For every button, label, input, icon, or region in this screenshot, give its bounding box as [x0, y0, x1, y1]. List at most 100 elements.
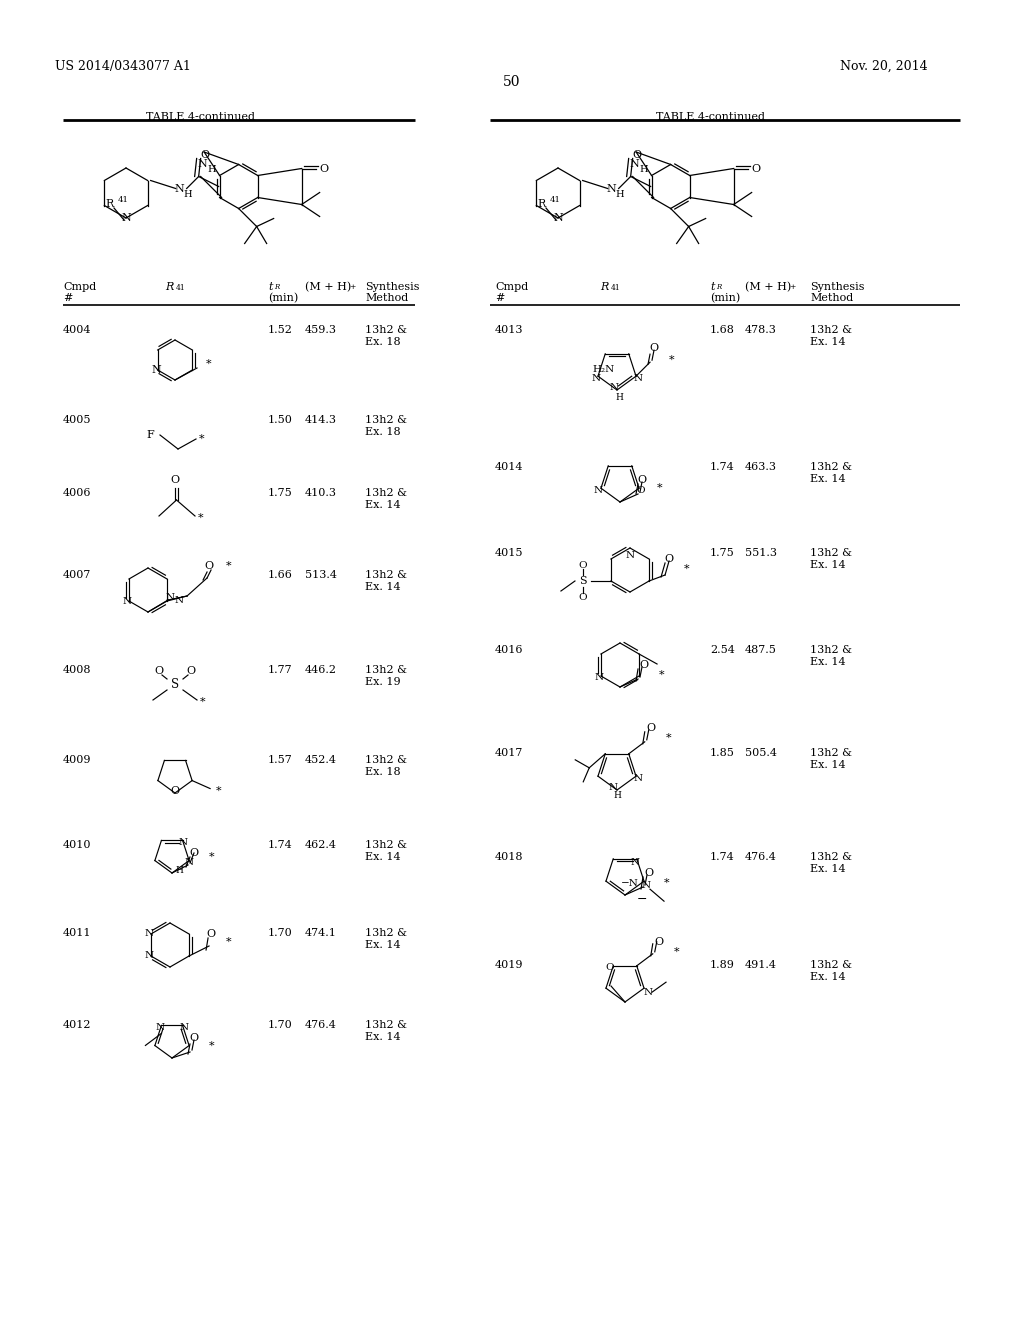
Text: *: *: [209, 1041, 215, 1051]
Text: 13h2 &
Ex. 14: 13h2 & Ex. 14: [365, 1020, 407, 1041]
Text: 41: 41: [611, 284, 621, 292]
Text: TABLE 4-continued: TABLE 4-continued: [145, 112, 255, 121]
Text: F: F: [146, 430, 154, 440]
Text: 505.4: 505.4: [745, 748, 777, 758]
Text: 414.3: 414.3: [305, 414, 337, 425]
Text: 13h2 &
Ex. 14: 13h2 & Ex. 14: [365, 570, 407, 591]
Text: *: *: [665, 878, 670, 888]
Text: O: O: [665, 554, 674, 564]
Text: 13h2 &
Ex. 14: 13h2 & Ex. 14: [365, 928, 407, 949]
Text: *: *: [666, 733, 672, 743]
Text: 1.89: 1.89: [710, 960, 735, 970]
Text: 13h2 &
Ex. 14: 13h2 & Ex. 14: [810, 748, 852, 770]
Text: R: R: [165, 282, 173, 292]
Text: O: O: [170, 785, 179, 796]
Text: N: N: [634, 374, 643, 383]
Text: 4019: 4019: [495, 960, 523, 970]
Text: Cmpd: Cmpd: [63, 282, 96, 292]
Text: 4015: 4015: [495, 548, 523, 558]
Text: 41: 41: [118, 195, 129, 205]
Text: 13h2 &
Ex. 14: 13h2 & Ex. 14: [810, 851, 852, 874]
Text: 1.85: 1.85: [710, 748, 735, 758]
Text: 13h2 &
Ex. 18: 13h2 & Ex. 18: [365, 325, 407, 347]
Text: O: O: [637, 475, 646, 484]
Text: O: O: [189, 1034, 199, 1043]
Text: (M + H): (M + H): [745, 282, 792, 292]
Text: O: O: [319, 164, 329, 173]
Text: N: N: [152, 366, 162, 375]
Text: O: O: [639, 660, 648, 671]
Text: t: t: [710, 282, 715, 292]
Text: 1.77: 1.77: [268, 665, 293, 675]
Text: 462.4: 462.4: [305, 840, 337, 850]
Text: S: S: [580, 576, 587, 586]
Text: H: H: [640, 165, 648, 173]
Text: 1.52: 1.52: [268, 325, 293, 335]
Text: (min): (min): [710, 293, 740, 304]
Text: N: N: [178, 838, 187, 847]
Text: *: *: [674, 946, 680, 957]
Text: R: R: [716, 282, 721, 290]
Text: Nov. 20, 2014: Nov. 20, 2014: [840, 59, 928, 73]
Text: N: N: [594, 486, 602, 495]
Text: 452.4: 452.4: [305, 755, 337, 766]
Text: N: N: [174, 597, 183, 605]
Text: 4018: 4018: [495, 851, 523, 862]
Text: 4012: 4012: [63, 1020, 91, 1030]
Text: N: N: [144, 952, 154, 961]
Text: 4010: 4010: [63, 840, 91, 850]
Text: N: N: [607, 183, 616, 194]
Text: Method: Method: [810, 293, 853, 304]
Text: 13h2 &
Ex. 18: 13h2 & Ex. 18: [365, 414, 407, 437]
Text: O: O: [207, 929, 216, 939]
Text: 446.2: 446.2: [305, 665, 337, 675]
Text: 1.50: 1.50: [268, 414, 293, 425]
Text: Synthesis: Synthesis: [365, 282, 420, 292]
Text: 476.4: 476.4: [745, 851, 777, 862]
Text: O: O: [205, 561, 214, 572]
Text: H: H: [615, 393, 623, 403]
Text: 1.68: 1.68: [710, 325, 735, 335]
Text: *: *: [659, 671, 665, 680]
Text: 513.4: 513.4: [305, 570, 337, 579]
Text: O: O: [155, 667, 164, 676]
Text: 1.74: 1.74: [268, 840, 293, 850]
Text: 4005: 4005: [63, 414, 91, 425]
Text: O: O: [644, 869, 653, 878]
Text: *: *: [209, 851, 215, 862]
Text: H: H: [183, 190, 191, 199]
Text: O: O: [654, 937, 664, 946]
Text: O: O: [200, 150, 209, 161]
Text: 13h2 &
Ex. 14: 13h2 & Ex. 14: [810, 548, 852, 570]
Text: 491.4: 491.4: [745, 960, 777, 970]
Text: O: O: [751, 164, 760, 173]
Text: R: R: [538, 199, 546, 209]
Text: *: *: [215, 785, 221, 796]
Text: 4007: 4007: [63, 570, 91, 579]
Text: 1.74: 1.74: [710, 462, 735, 473]
Text: N: N: [626, 552, 635, 561]
Text: *: *: [200, 434, 205, 444]
Text: N: N: [630, 858, 639, 867]
Text: US 2014/0343077 A1: US 2014/0343077 A1: [55, 59, 190, 73]
Text: Synthesis: Synthesis: [810, 282, 864, 292]
Text: 4014: 4014: [495, 462, 523, 473]
Text: Cmpd: Cmpd: [495, 282, 528, 292]
Text: 41: 41: [176, 284, 185, 292]
Text: 1.74: 1.74: [710, 851, 735, 862]
Text: O: O: [646, 723, 655, 733]
Text: S: S: [171, 678, 179, 692]
Text: O: O: [632, 150, 641, 161]
Text: N: N: [121, 213, 131, 223]
Text: 1.70: 1.70: [268, 928, 293, 939]
Text: +: +: [349, 282, 355, 290]
Text: 4006: 4006: [63, 488, 91, 498]
Text: 41: 41: [550, 195, 561, 205]
Text: N: N: [609, 384, 618, 392]
Text: *: *: [200, 697, 206, 708]
Text: 13h2 &
Ex. 14: 13h2 & Ex. 14: [365, 488, 407, 510]
Text: *: *: [657, 483, 663, 492]
Text: *: *: [226, 937, 231, 946]
Text: O: O: [649, 343, 658, 354]
Text: Method: Method: [365, 293, 409, 304]
